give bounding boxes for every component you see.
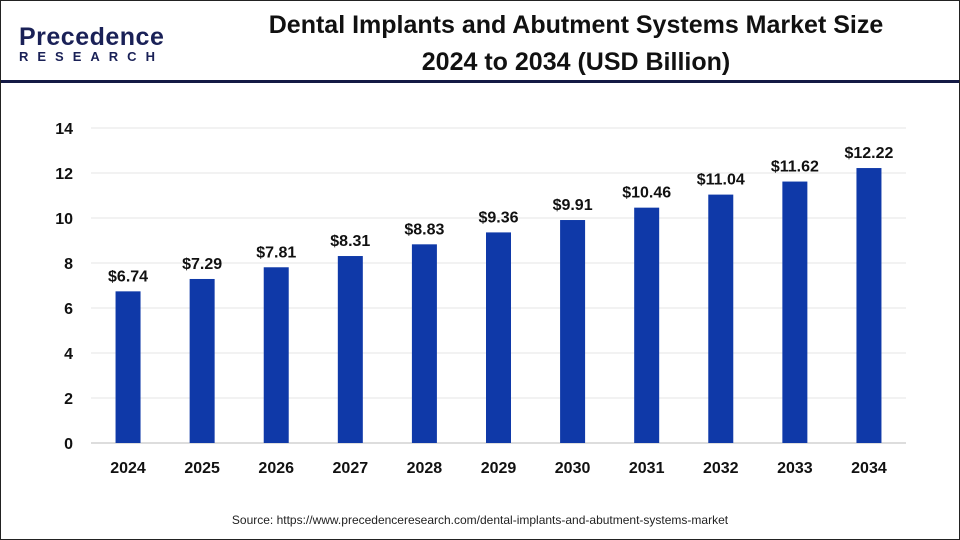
logo-line2: RESEARCH [19,49,164,64]
bar [634,207,660,443]
bar [189,278,215,443]
data-label: $11.04 [697,172,745,189]
y-tick-label: 6 [64,301,73,318]
y-tick-label: 10 [55,211,73,228]
bar [115,291,141,443]
x-tick-label: 2032 [703,460,739,477]
title-line-1: Dental Implants and Abutment Systems Mar… [268,11,884,39]
x-tick-label: 2029 [481,460,517,477]
x-tick-label: 2025 [184,460,220,477]
chart-title: Dental Implants and Abutment Systems Mar… [201,7,951,81]
data-label: $12.22 [844,145,893,162]
data-label: $7.29 [182,256,222,273]
bar [411,244,437,443]
y-tick-label: 12 [55,166,73,183]
bar [560,220,586,443]
x-tick-label: 2026 [258,460,294,477]
data-label: $11.62 [771,159,819,176]
x-tick-label: 2027 [333,460,369,477]
title-line-2: 2024 to 2034 (USD Billion) [421,48,731,76]
y-tick-label: 8 [64,256,73,273]
x-tick-label: 2031 [629,460,665,477]
data-label: $7.81 [256,244,296,261]
data-label: $9.36 [478,209,518,226]
x-tick-label: 2034 [851,460,887,477]
x-tick-label: 2028 [407,460,443,477]
bar [337,256,363,443]
data-label: $9.91 [553,197,593,214]
x-tick-label: 2033 [777,460,813,477]
bar [486,232,511,443]
bar [856,168,882,444]
y-tick-label: 2 [64,391,73,408]
y-tick-label: 14 [55,121,73,138]
x-tick-label: 2030 [555,460,591,477]
bar [782,181,808,444]
y-tick-label: 4 [64,346,73,363]
source-note: Source: https://www.precedenceresearch.c… [231,513,729,527]
data-label: $8.31 [330,233,370,250]
data-label: $10.46 [622,185,671,202]
y-tick-label: 0 [64,436,73,453]
bar [708,194,734,443]
data-label: $6.74 [108,268,148,285]
logo-line1: Precedence [19,23,165,51]
data-label: $8.83 [404,221,444,238]
logo: Precedence RESEARCH [19,23,165,64]
x-tick-label: 2024 [110,460,146,477]
header-divider [1,80,959,83]
bar [263,267,289,443]
